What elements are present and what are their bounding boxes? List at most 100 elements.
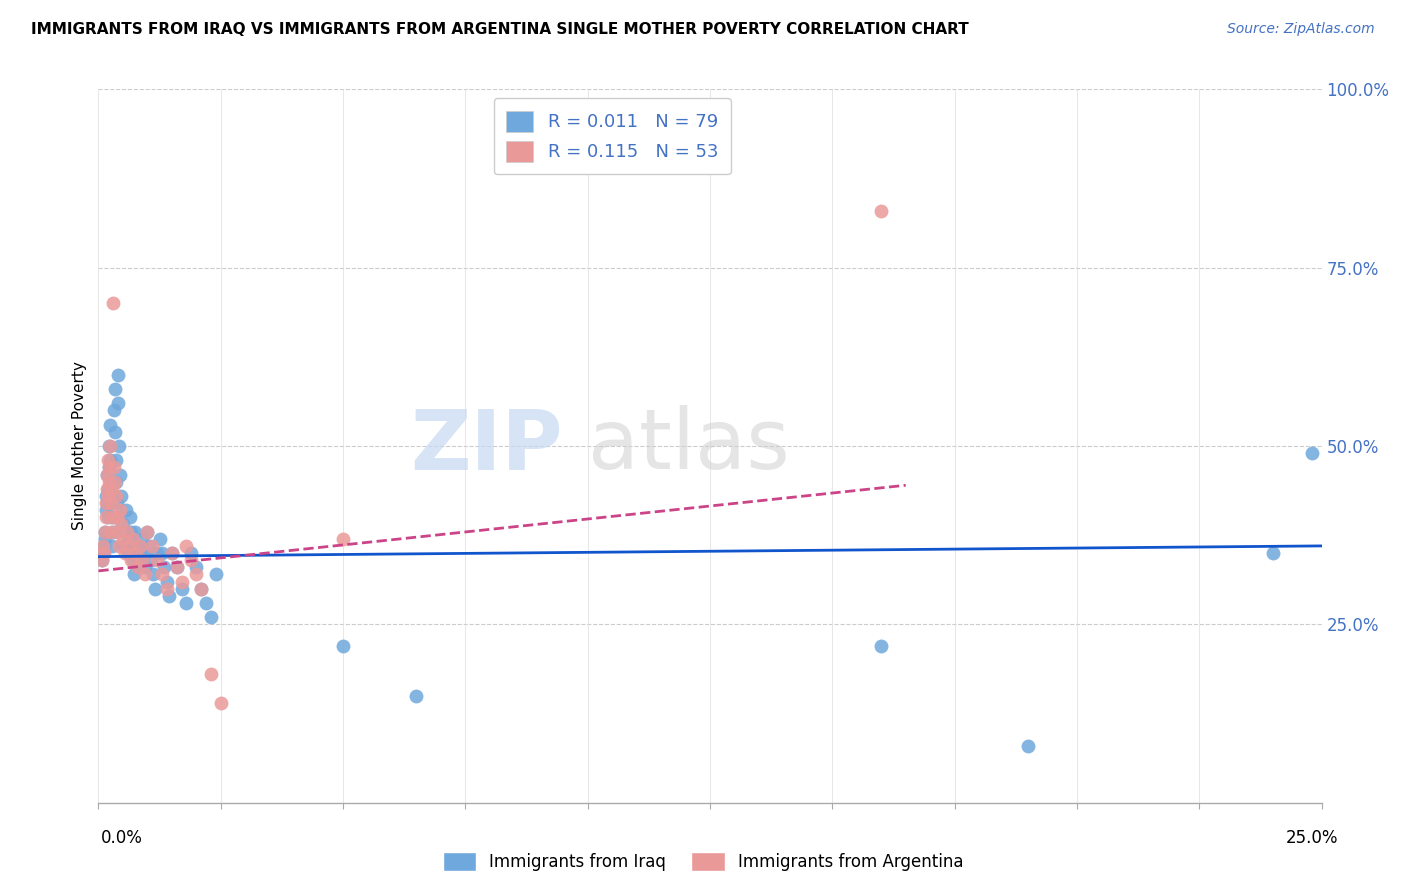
Point: [100, 510, 122, 524]
Point: [111, 517, 134, 532]
Point: [405, 689, 427, 703]
Point: [108, 439, 131, 453]
Point: [115, 524, 138, 539]
Point: [143, 582, 166, 596]
Point: [91, 539, 114, 553]
Point: [110, 467, 132, 482]
Point: [170, 574, 193, 589]
Point: [114, 524, 136, 539]
Point: [104, 425, 127, 439]
Point: [870, 639, 893, 653]
Point: [170, 582, 193, 596]
Point: [180, 553, 202, 567]
Point: [124, 546, 146, 560]
Point: [200, 667, 222, 681]
Text: Source: ZipAtlas.com: Source: ZipAtlas.com: [1227, 22, 1375, 37]
Point: [131, 532, 153, 546]
Point: [166, 560, 188, 574]
Point: [100, 510, 122, 524]
Point: [157, 589, 180, 603]
Point: [205, 567, 228, 582]
Point: [98, 439, 121, 453]
Point: [121, 553, 143, 567]
Point: [129, 539, 152, 553]
Text: 25.0%: 25.0%: [1286, 829, 1339, 847]
Point: [141, 553, 163, 567]
Point: [112, 539, 135, 553]
Point: [103, 460, 125, 475]
Point: [156, 582, 179, 596]
Point: [1301, 446, 1323, 460]
Point: [97, 475, 120, 489]
Point: [166, 560, 188, 574]
Point: [96, 496, 118, 510]
Point: [136, 524, 159, 539]
Point: [107, 524, 129, 539]
Point: [870, 203, 893, 218]
Point: [105, 475, 128, 489]
Point: [132, 546, 155, 560]
Point: [110, 517, 132, 532]
Point: [107, 396, 129, 410]
Point: [127, 560, 149, 574]
Point: [156, 574, 179, 589]
Point: [134, 567, 156, 582]
Point: [96, 482, 118, 496]
Point: [114, 546, 136, 560]
Point: [91, 546, 114, 560]
Point: [124, 524, 146, 539]
Point: [131, 553, 153, 567]
Point: [120, 553, 142, 567]
Point: [118, 539, 141, 553]
Point: [104, 475, 127, 489]
Point: [332, 532, 354, 546]
Point: [100, 489, 122, 503]
Point: [332, 639, 354, 653]
Point: [93, 539, 115, 553]
Point: [122, 567, 145, 582]
Point: [129, 546, 152, 560]
Point: [115, 539, 138, 553]
Point: [91, 553, 114, 567]
Point: [195, 596, 218, 610]
Point: [146, 553, 169, 567]
Point: [91, 553, 114, 567]
Point: [100, 496, 122, 510]
Point: [94, 532, 117, 546]
Point: [141, 539, 163, 553]
Point: [190, 582, 212, 596]
Point: [127, 553, 149, 567]
Point: [176, 596, 198, 610]
Point: [101, 296, 124, 310]
Point: [121, 532, 143, 546]
Text: IMMIGRANTS FROM IRAQ VS IMMIGRANTS FROM ARGENTINA SINGLE MOTHER POVERTY CORRELAT: IMMIGRANTS FROM IRAQ VS IMMIGRANTS FROM …: [31, 22, 969, 37]
Point: [160, 546, 183, 560]
Point: [105, 489, 128, 503]
Text: 0.0%: 0.0%: [101, 829, 143, 847]
Point: [94, 496, 117, 510]
Text: ZIP: ZIP: [411, 406, 564, 486]
Point: [97, 460, 120, 475]
Point: [98, 460, 121, 475]
Point: [117, 546, 139, 560]
Point: [101, 524, 124, 539]
Point: [105, 510, 128, 524]
Point: [134, 560, 156, 574]
Point: [146, 546, 169, 560]
Point: [190, 582, 212, 596]
Point: [200, 610, 222, 624]
Point: [97, 453, 120, 467]
Point: [98, 453, 121, 467]
Point: [93, 546, 115, 560]
Point: [108, 503, 131, 517]
Point: [101, 482, 124, 496]
Point: [153, 560, 176, 574]
Point: [97, 482, 120, 496]
Point: [150, 567, 173, 582]
Point: [94, 524, 117, 539]
Point: [149, 532, 172, 546]
Point: [111, 532, 134, 546]
Point: [114, 503, 136, 517]
Point: [120, 524, 142, 539]
Point: [97, 489, 120, 503]
